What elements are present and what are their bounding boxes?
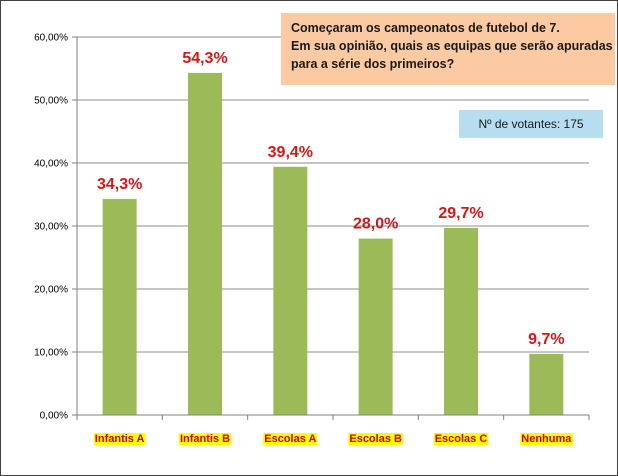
category-label-group: Escolas C [433, 433, 489, 445]
category-highlight [433, 433, 489, 445]
y-tick-label: 10,00% [34, 348, 68, 359]
data-label: 29,7% [438, 205, 483, 222]
bar [529, 353, 564, 415]
y-tick-label: 0,00% [40, 411, 68, 422]
data-label: 39,4% [268, 144, 313, 161]
category-labels: Infantis A Infantis B Escolas A Escolas B Es… [93, 433, 574, 445]
category-label: Escolas B [349, 433, 402, 445]
category-label: Infantis B [180, 433, 230, 445]
category-label-group: Infantis A [93, 433, 146, 445]
y-tick-label: 30,00% [34, 222, 68, 233]
category-label: Infantis A [95, 433, 145, 445]
category-label-group: Escolas B [348, 433, 404, 445]
bars [102, 72, 564, 415]
voters-count-label: Nº de votantes: 175 [478, 117, 584, 131]
data-label: 54,3% [182, 50, 227, 67]
y-tick-label: 20,00% [34, 285, 68, 296]
category-highlight [263, 433, 318, 445]
voters-count-box: Nº de votantes: 175 [459, 110, 603, 138]
category-label-group: Nenhuma [520, 433, 574, 445]
bar [273, 166, 308, 415]
data-label: 34,3% [97, 176, 142, 193]
data-label: 9,7% [528, 331, 564, 348]
y-axis-tick-labels: 0,00% 10,00% 20,00% 30,00% 40,00% 50,00% 60,00… [34, 33, 68, 422]
axes [76, 37, 590, 420]
y-tick-label: 50,00% [34, 96, 68, 107]
question-line-1: Começaram os campeonatos de futebol de 7… [291, 21, 560, 35]
bar [358, 238, 393, 415]
category-label: Escolas C [435, 433, 488, 445]
category-highlight [348, 433, 404, 445]
category-label-group: Infantis B [178, 433, 232, 445]
category-label: Nenhuma [521, 433, 572, 445]
gridlines [72, 36, 589, 416]
question-box: Começaram os campeonatos de futebol de 7… [281, 13, 615, 85]
category-highlight [178, 433, 232, 445]
data-labels: 34,3% 54,3% 39,4% 28,0% 29,7% 9,7% [97, 50, 565, 348]
y-tick-label: 60,00% [34, 33, 68, 44]
question-line-2: Em sua opinião, quais as equipas que ser… [291, 39, 613, 53]
category-label-group: Escolas A [263, 433, 318, 445]
category-highlight [93, 433, 146, 445]
bar [444, 227, 478, 415]
y-tick-label: 40,00% [34, 159, 68, 170]
data-label: 28,0% [353, 216, 398, 233]
category-highlight [520, 433, 574, 445]
category-label: Escolas A [264, 433, 316, 445]
bar [188, 72, 222, 415]
question-line-3: para a série dos primeiros? [291, 57, 455, 71]
bar [102, 198, 137, 415]
